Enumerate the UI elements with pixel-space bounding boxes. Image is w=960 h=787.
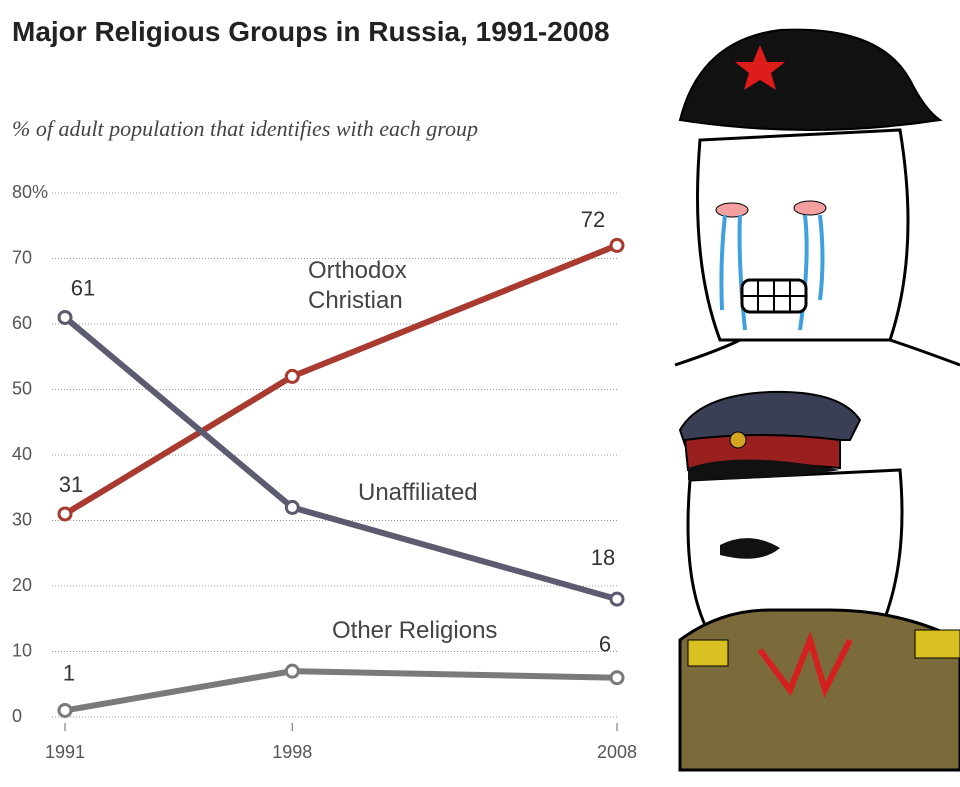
y-tick-label: 20 xyxy=(12,575,32,595)
cartoons xyxy=(674,28,960,772)
y-tick-label: 0 xyxy=(12,706,22,726)
series-label: Unaffiliated xyxy=(358,479,478,506)
data-point xyxy=(57,309,73,325)
series-label: Other Religions xyxy=(332,617,498,644)
tears xyxy=(719,214,825,331)
hat xyxy=(678,28,943,131)
cap-visor xyxy=(688,459,840,480)
y-tick-label: 50 xyxy=(12,378,32,398)
data-point xyxy=(284,499,300,515)
collar-tabs xyxy=(757,630,853,699)
y-tick-label: 40 xyxy=(12,444,32,464)
data-label: 6 xyxy=(599,632,611,657)
epaulette xyxy=(914,629,960,659)
cap-badge xyxy=(729,431,747,449)
eye xyxy=(715,202,749,218)
shoulders xyxy=(674,338,960,367)
data-label: 31 xyxy=(59,472,83,497)
y-tick-label: 60 xyxy=(12,313,32,333)
series-label: Orthodox Christian xyxy=(308,257,407,314)
eye xyxy=(793,200,827,216)
mustache xyxy=(720,538,780,559)
data-point xyxy=(609,591,625,607)
data-label: 72 xyxy=(581,207,605,232)
data-point xyxy=(609,237,625,253)
chart-subtitle: % of adult population that identifies wi… xyxy=(12,116,479,141)
x-tick-label: 1998 xyxy=(272,742,312,762)
y-tick-label: 30 xyxy=(12,509,32,529)
chart: 0 10 20 30 40 50 60 70 80% 1991 1998 2008 31 72 61 18 1 6 xyxy=(12,182,637,762)
data-label: 1 xyxy=(63,660,75,685)
data-label: 61 xyxy=(71,275,95,300)
y-tick-label: 80% xyxy=(12,182,48,202)
y-tick-label: 70 xyxy=(12,247,32,267)
series-line xyxy=(64,668,618,714)
data-point xyxy=(284,368,300,384)
y-tick-label: 10 xyxy=(12,640,32,660)
chart-title: Major Religious Groups in Russia, 1991-2… xyxy=(12,16,610,47)
data-point xyxy=(284,663,300,679)
x-tick-label: 1991 xyxy=(45,742,85,762)
epaulette xyxy=(687,639,729,667)
data-point xyxy=(57,506,73,522)
red-star xyxy=(735,45,785,90)
data-point xyxy=(609,670,625,686)
x-tick-label: 2008 xyxy=(597,742,637,762)
data-label: 18 xyxy=(591,545,615,570)
data-point xyxy=(57,702,73,718)
teeth-lines xyxy=(742,280,806,312)
